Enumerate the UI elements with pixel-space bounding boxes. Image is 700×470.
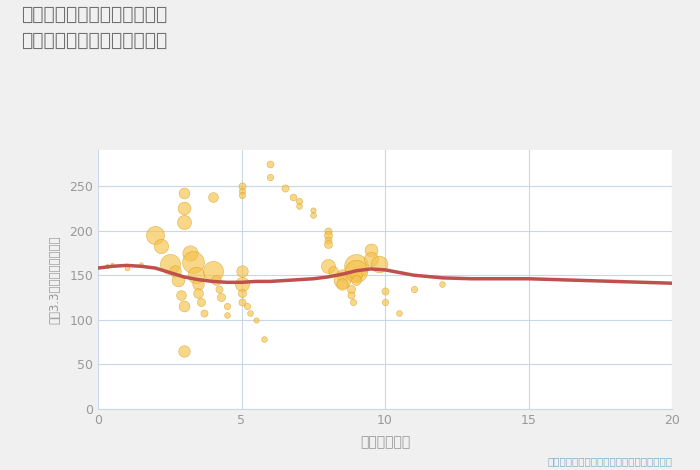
Point (222, 312, 233, 319)
Point (241, 303, 253, 310)
Y-axis label: 坪（3.3㎡）単価（万円）: 坪（3.3㎡）単価（万円） (48, 235, 61, 324)
Point (393, 309, 405, 316)
Point (351, 263, 362, 270)
Point (178, 218, 190, 226)
Point (173, 276, 184, 283)
Point (184, 249, 195, 257)
Point (107, 261, 118, 268)
Point (322, 240, 333, 248)
Point (236, 187, 247, 194)
Point (244, 309, 256, 316)
Point (207, 267, 218, 274)
Point (351, 276, 362, 283)
Point (236, 191, 247, 199)
Point (136, 261, 147, 268)
Point (337, 280, 348, 288)
Point (328, 267, 339, 274)
Point (293, 197, 304, 205)
Point (199, 309, 210, 316)
Point (101, 263, 112, 270)
Point (236, 289, 247, 297)
Point (322, 263, 333, 270)
Point (308, 206, 319, 214)
Point (337, 272, 348, 279)
Point (155, 242, 167, 250)
Point (178, 189, 190, 197)
Point (216, 294, 227, 301)
Point (279, 184, 290, 192)
Point (308, 211, 319, 219)
Point (222, 303, 233, 310)
Point (178, 303, 190, 310)
Point (210, 276, 221, 283)
Point (379, 298, 391, 306)
Point (213, 285, 224, 292)
Point (351, 272, 362, 279)
Point (265, 160, 276, 167)
Point (196, 298, 207, 306)
Point (236, 298, 247, 306)
Point (164, 261, 175, 268)
Point (178, 347, 190, 355)
Point (265, 173, 276, 181)
Point (348, 298, 359, 306)
Point (236, 182, 247, 190)
Point (207, 193, 218, 201)
Point (322, 236, 333, 243)
Point (293, 202, 304, 210)
Point (288, 193, 299, 201)
Point (379, 288, 391, 295)
Point (176, 291, 187, 298)
Point (351, 267, 362, 274)
Point (337, 276, 348, 283)
Point (178, 204, 190, 212)
Point (345, 285, 356, 292)
Point (408, 285, 419, 292)
Point (322, 227, 333, 235)
Point (251, 316, 262, 323)
Point (187, 258, 198, 266)
Text: 円の大きさは、取引のあった物件面積を示す: 円の大きさは、取引のあった物件面積を示す (547, 456, 672, 466)
Point (437, 280, 448, 288)
Point (365, 246, 377, 254)
Point (170, 267, 181, 274)
Point (345, 291, 356, 298)
Point (193, 280, 204, 288)
Text: 神奈川県横浜市中区石川町の
駅距離別中古マンション価格: 神奈川県横浜市中区石川町の 駅距離別中古マンション価格 (21, 5, 167, 50)
Point (374, 260, 385, 267)
Point (121, 264, 132, 272)
Point (193, 289, 204, 297)
Point (259, 336, 270, 343)
Point (190, 272, 201, 279)
X-axis label: 駅距離（分）: 駅距離（分） (360, 435, 410, 449)
Point (150, 231, 161, 239)
Point (365, 255, 377, 263)
Point (322, 231, 333, 239)
Point (236, 280, 247, 288)
Point (236, 267, 247, 274)
